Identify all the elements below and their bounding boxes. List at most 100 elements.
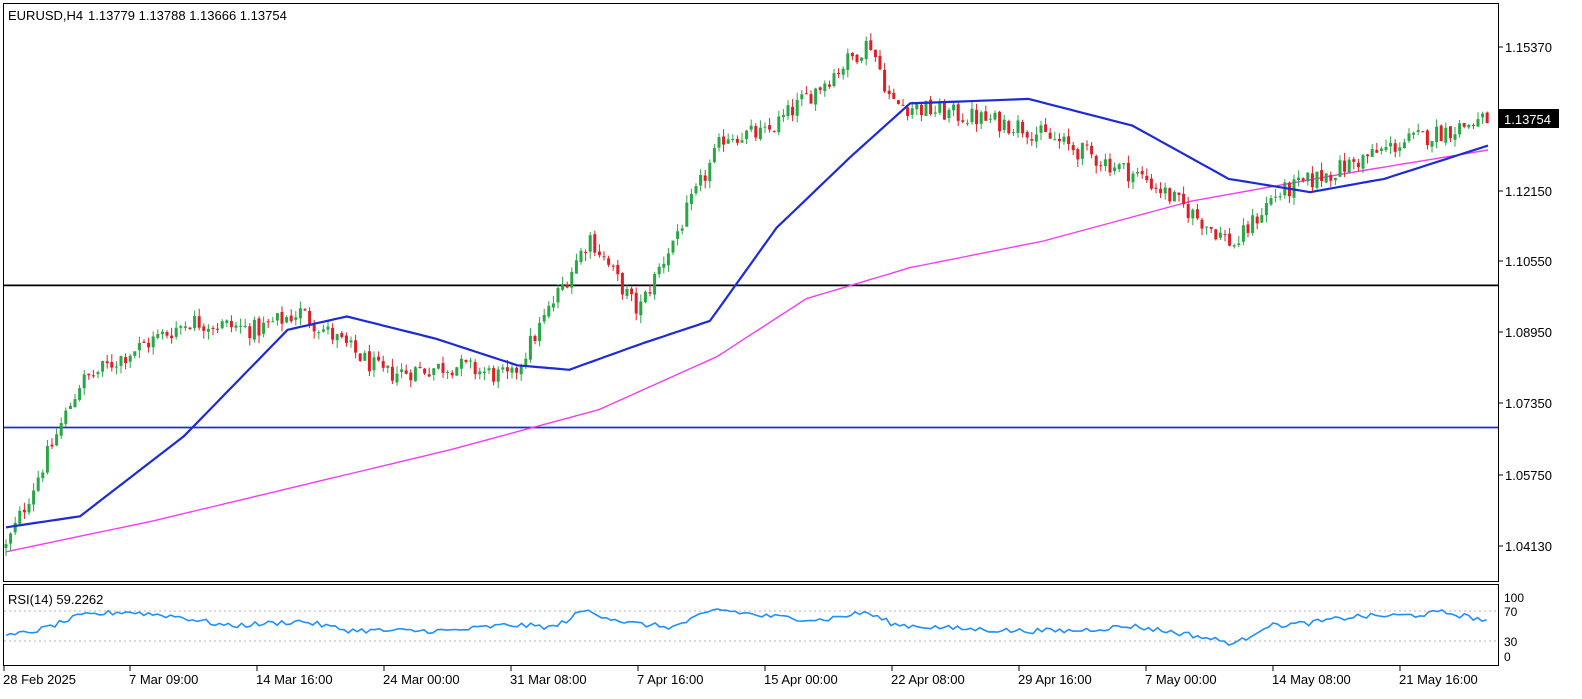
- candle-bull: [588, 235, 592, 252]
- candle-bull: [1080, 143, 1084, 159]
- candle-bear: [1057, 138, 1061, 142]
- candle-bull: [82, 374, 86, 389]
- candle-bear: [703, 175, 707, 181]
- candle-bull: [1347, 159, 1351, 173]
- candle-bull: [671, 240, 675, 253]
- candle-bull: [363, 352, 367, 361]
- candle-bear: [1329, 174, 1333, 181]
- rsi-pane-frame[interactable]: [3, 584, 1499, 666]
- candle-bull: [395, 373, 399, 383]
- candle-bear: [883, 69, 887, 92]
- candle-bear: [998, 111, 1002, 132]
- candle-bull: [519, 364, 523, 375]
- candle-bull: [643, 291, 647, 303]
- candle-bull: [469, 360, 473, 362]
- candle-bull: [128, 355, 132, 362]
- candle-bear: [1149, 178, 1153, 189]
- time-tick: 31 Mar 08:00: [510, 672, 587, 687]
- candle-bear: [87, 373, 91, 376]
- candle-bull: [275, 313, 279, 321]
- candle-bear: [1343, 160, 1347, 172]
- candle-bear: [331, 327, 335, 340]
- candle-bear: [289, 315, 293, 322]
- candle-bull: [206, 328, 210, 332]
- candle-bear: [427, 374, 431, 377]
- candle-bear: [124, 357, 128, 363]
- candle-bull: [18, 510, 22, 524]
- candle-bull: [1379, 148, 1383, 151]
- candle-bull: [970, 108, 974, 123]
- candle-bull: [1002, 119, 1006, 130]
- time-tick: 28 Feb 2025: [3, 672, 76, 687]
- candle-bull: [965, 123, 969, 125]
- candle-bull: [666, 253, 670, 266]
- candle-bull: [1039, 125, 1043, 133]
- candle-bull: [482, 371, 486, 374]
- candle-bear: [887, 90, 891, 95]
- candle-bear: [1126, 162, 1130, 182]
- rsi-tick: 0: [1504, 650, 1511, 664]
- candle-bull: [455, 367, 459, 376]
- candle-bear: [1177, 192, 1181, 195]
- candle-bull: [1269, 198, 1273, 205]
- candle-bull: [400, 369, 404, 372]
- candle-bull: [1260, 215, 1264, 223]
- candle-bull: [179, 326, 183, 328]
- candle-bear: [1168, 188, 1172, 202]
- candle-bull: [653, 274, 657, 295]
- candle-bull: [496, 369, 500, 382]
- candle-bear: [584, 252, 588, 254]
- candle-bull: [243, 325, 247, 327]
- candle-bear: [906, 107, 910, 116]
- candle-bull: [68, 406, 72, 409]
- candle-bear: [827, 84, 831, 87]
- candle-bear: [404, 370, 408, 374]
- candle-bear: [312, 324, 316, 332]
- candle-bull: [574, 260, 578, 274]
- candle-bear: [1214, 229, 1218, 240]
- candle-bull: [1467, 124, 1471, 128]
- candle-bear: [1200, 219, 1204, 229]
- candle-bull: [349, 340, 353, 343]
- candle-bull: [1412, 132, 1416, 135]
- candle-bear: [367, 351, 371, 372]
- candle-bear: [1085, 144, 1089, 146]
- candle-bull: [151, 336, 155, 348]
- candle-bull: [795, 100, 799, 116]
- candle-bull: [1278, 196, 1282, 198]
- candle-bull: [1016, 120, 1020, 133]
- candle-bull: [1324, 173, 1328, 183]
- candle-bull: [657, 266, 661, 275]
- candle-bull: [114, 366, 118, 368]
- candle-bull: [193, 316, 197, 329]
- candle-bull: [225, 320, 229, 323]
- candle-bull: [386, 365, 390, 368]
- candle-bear: [722, 136, 726, 145]
- main-chart-frame[interactable]: [3, 3, 1499, 582]
- candle-bull: [915, 104, 919, 110]
- candle-bear: [257, 318, 261, 336]
- candle-bear: [942, 102, 946, 120]
- time-tick: 7 Apr 16:00: [637, 672, 704, 687]
- candle-bear: [1320, 170, 1324, 182]
- candle-bear: [308, 311, 312, 325]
- candle-bull: [294, 317, 298, 320]
- candle-bull: [1053, 139, 1057, 141]
- candle-bull: [1315, 171, 1319, 188]
- candle-bull: [639, 301, 643, 316]
- candle-bull: [55, 434, 59, 446]
- candle-bull: [285, 317, 289, 323]
- candle-bull: [1407, 133, 1411, 141]
- candle-bull: [1398, 147, 1402, 151]
- candle-bull: [1416, 130, 1420, 132]
- candle-bear: [142, 341, 146, 343]
- candle-bull: [1389, 142, 1393, 147]
- candle-bull: [96, 372, 100, 375]
- candle-bear: [901, 104, 905, 106]
- fast-moving-average: [5, 97, 1489, 529]
- rsi-label: RSI(14) 59.2262: [8, 592, 103, 607]
- candle-bear: [1375, 149, 1379, 153]
- candle-bear: [1246, 224, 1250, 233]
- candle-bear: [1186, 204, 1190, 219]
